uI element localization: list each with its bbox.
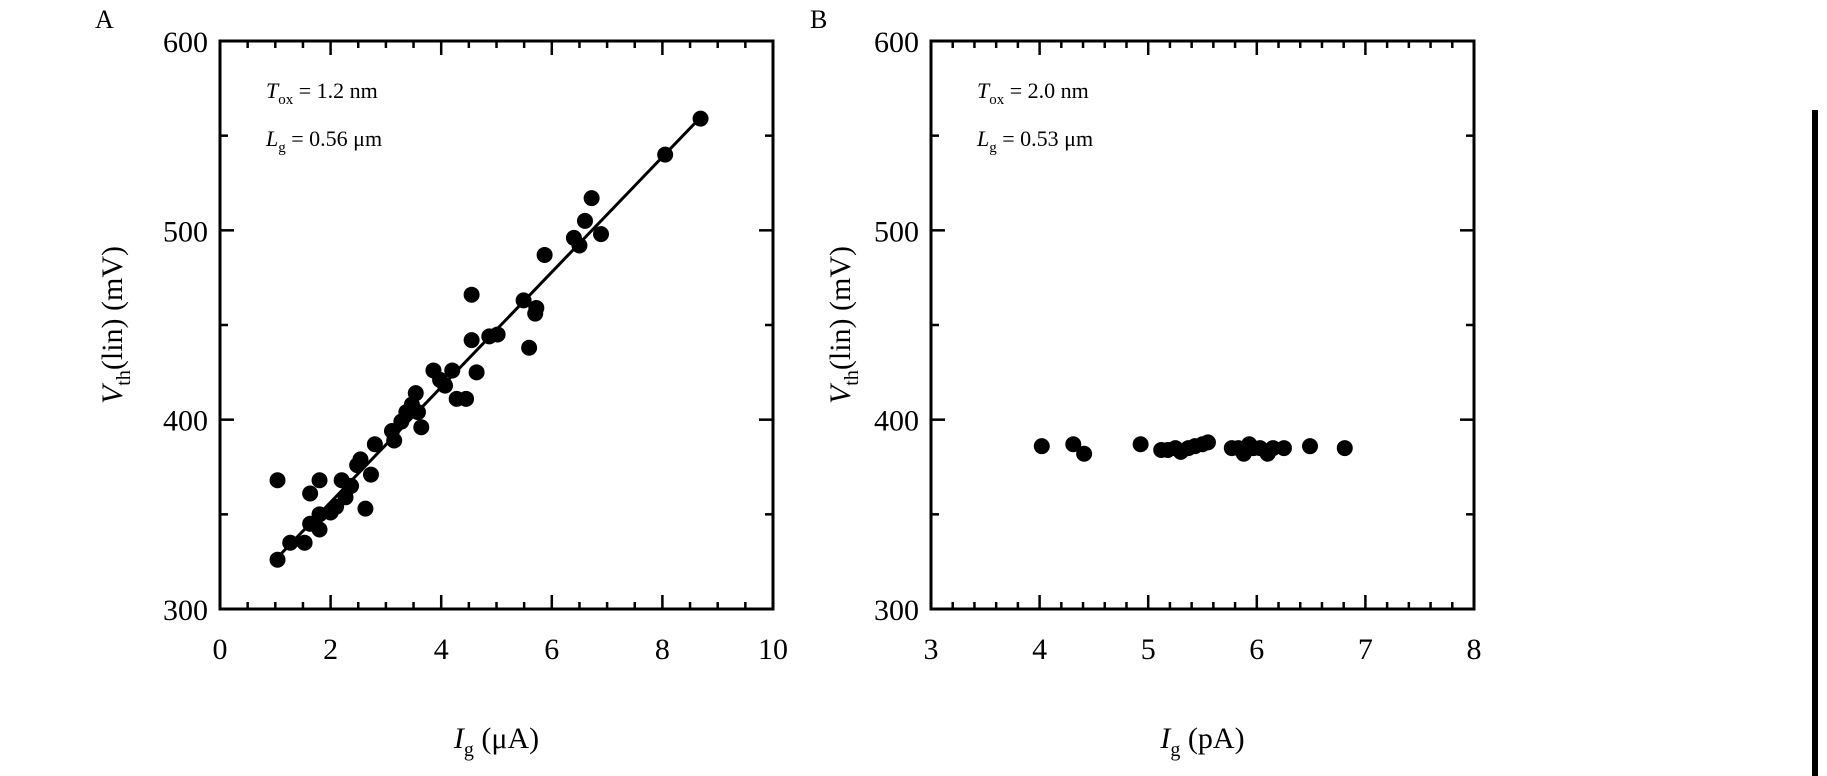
data-point: [302, 485, 319, 502]
data-point: [296, 534, 313, 551]
data-point: [352, 451, 369, 468]
panel-a: A 0 2 4 6 8 10 300 400 500 600 Ig (μA) Vth(lin) (mV)…: [95, 5, 788, 761]
y-tick-label: 600: [163, 26, 208, 59]
data-point: [521, 339, 538, 356]
panel-b: B 3 4 5 6 7 8 300 400 500 600 Ig (pA) Vth(lin) (mV) T…: [810, 5, 1482, 761]
data-point: [437, 377, 454, 394]
data-point: [269, 551, 286, 568]
data-point: [583, 190, 600, 207]
data-point: [311, 472, 328, 489]
data-point: [282, 534, 299, 551]
data-point: [1132, 436, 1149, 453]
panel-label: A: [95, 5, 114, 34]
x-tick-label: 4: [434, 633, 449, 666]
data-point: [1065, 436, 1082, 453]
data-point: [463, 332, 480, 349]
data-point: [269, 472, 286, 489]
data-point: [1076, 445, 1093, 462]
data-point: [1336, 440, 1353, 457]
x-axis-title: Ig (pA): [1159, 722, 1244, 761]
y-tick-label: 400: [163, 405, 208, 438]
data-point: [386, 432, 403, 449]
y-axis-title: Vth(lin) (mV): [824, 246, 863, 404]
x-tick-label: 3: [924, 633, 939, 666]
x-tick-label: 6: [1249, 633, 1264, 666]
data-point: [343, 477, 360, 494]
x-tick-label: 7: [1358, 633, 1373, 666]
data-point: [311, 521, 328, 538]
x-tick-label: 4: [1032, 633, 1047, 666]
y-tick-label: 500: [163, 215, 208, 248]
data-point: [527, 305, 544, 322]
annotation: Lg = 0.56 μm: [265, 126, 382, 156]
data-point: [1302, 438, 1319, 455]
x-axis-title: Ig (μA): [453, 722, 539, 761]
data-point: [593, 226, 610, 243]
data-point: [571, 237, 588, 254]
data-point: [366, 436, 383, 453]
y-tick-label: 300: [163, 594, 208, 627]
x-tick-label: 8: [1467, 633, 1482, 666]
y-tick-label: 300: [874, 594, 919, 627]
annotation: Tox = 2.0 nm: [977, 78, 1089, 108]
data-point: [463, 286, 480, 303]
data-point: [489, 326, 506, 343]
data-point: [1199, 434, 1216, 451]
x-tick-label: 0: [213, 633, 228, 666]
data-point: [692, 110, 709, 127]
data-point: [1275, 440, 1292, 457]
scan-edge-bar: [1812, 110, 1818, 776]
data-point: [362, 466, 379, 483]
x-tick-label: 10: [758, 633, 788, 666]
y-axis-title: Vth(lin) (mV): [96, 246, 135, 404]
data-point: [576, 212, 593, 229]
annotation: Lg = 0.53 μm: [976, 126, 1093, 156]
data-point: [468, 364, 485, 381]
data-point: [458, 390, 475, 407]
data-point: [407, 385, 424, 402]
y-tick-label: 600: [874, 26, 919, 59]
x-tick-label: 5: [1141, 633, 1156, 666]
data-point: [657, 146, 674, 163]
data-point: [536, 246, 553, 263]
x-tick-label: 8: [655, 633, 670, 666]
annotation: Tox = 1.2 nm: [266, 78, 378, 108]
data-point: [1033, 438, 1050, 455]
y-tick-label: 500: [874, 215, 919, 248]
panel-label: B: [810, 5, 827, 34]
data-point: [515, 292, 532, 309]
data-point: [357, 500, 374, 517]
data-point: [413, 419, 430, 436]
x-tick-label: 6: [544, 633, 559, 666]
y-tick-label: 400: [874, 405, 919, 438]
x-tick-label: 2: [323, 633, 338, 666]
data-point: [444, 362, 461, 379]
data-point: [409, 404, 426, 421]
